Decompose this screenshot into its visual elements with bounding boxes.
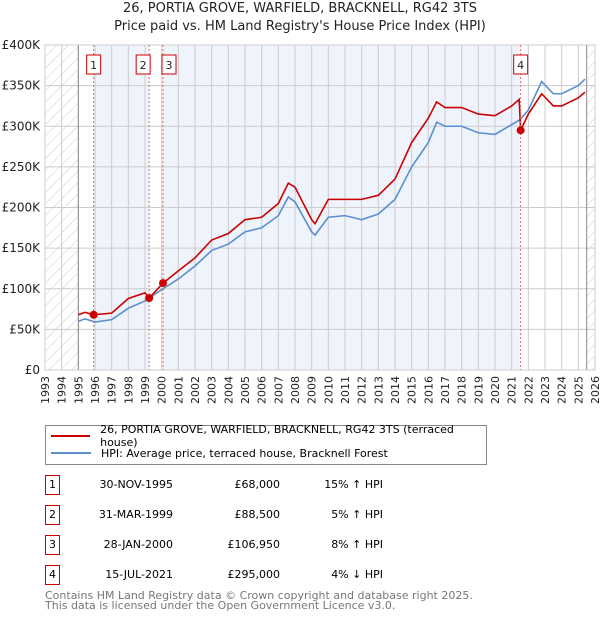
sale-label-box [135,54,151,75]
y-tick-label: £300K [2,119,42,133]
y-tick-label: £350K [2,79,42,93]
y-tick-label: £0 [25,363,40,377]
x-tick-label: 2020 [489,376,502,404]
x-tick-label: 2010 [322,376,335,404]
sale-point [89,310,98,319]
legend-item-price: 26, PORTIA GROVE, WARFIELD, BRACKNELL, R… [46,423,486,449]
sale-number: 2 [45,505,60,525]
legend-swatch-red [51,435,91,437]
sale-number: 1 [45,475,60,495]
legend-swatch-blue [51,452,91,454]
x-tick-label: 2001 [172,376,185,404]
x-tick-label: 2025 [572,376,585,404]
sale-label: 2 [140,59,147,72]
x-tick-label: 1997 [106,376,119,404]
y-tick-label: £250K [2,160,42,174]
sale-hpi-diff: 5% ↑ HPI [331,508,383,521]
x-tick-label: 2011 [339,376,352,404]
legend-item-hpi: HPI: Average price, terraced house, Brac… [46,445,388,461]
x-tick-label: 2002 [189,376,202,404]
plot-border [44,44,596,371]
x-tick-label: 2003 [206,376,219,404]
x-tick-label: 2019 [472,376,485,404]
x-tick-label: 2009 [306,376,319,404]
sale-date: 31-MAR-1999 [98,508,173,521]
sale-date: 30-NOV-1995 [99,478,173,491]
x-tick-label: 2012 [356,376,369,404]
x-tick-label: 1993 [39,376,52,404]
sale-row: 4 15-JUL-2021 £295,000 4% ↓ HPI [45,565,495,585]
x-tick-label: 2021 [506,376,519,404]
x-tick-label: 2007 [272,376,285,404]
sale-row: 3 28-JAN-2000 £106,950 8% ↑ HPI [45,535,495,555]
x-tick-label: 2022 [522,376,535,404]
x-tick-label: 2014 [389,376,402,404]
x-tick-label: 2000 [156,376,169,404]
x-tick-label: 1999 [139,376,152,404]
x-tick-label: 2026 [589,376,600,404]
price-chart: 1 2 3 4 1993 1994 1995 1996 1997 1998 1999 2000 2001… [2,38,600,404]
sale-price: £88,500 [234,508,281,521]
sale-number: 4 [45,565,60,585]
x-tick-label: 2024 [556,376,569,404]
sale-row: 1 30-NOV-1995 £68,000 15% ↑ HPI [45,475,495,495]
x-tick-label: 2006 [256,376,269,404]
sale-row: 2 31-MAR-1999 £88,500 5% ↑ HPI [45,505,495,525]
x-tick-label: 2013 [372,376,385,404]
x-tick-label: 1996 [89,376,102,404]
chart-legend: 26, PORTIA GROVE, WARFIELD, BRACKNELL, R… [45,423,487,465]
sale-label-box [513,54,529,75]
sale-price: £106,950 [227,538,281,551]
x-tick-label: 2016 [422,376,435,404]
sale-label-box [86,54,102,75]
sale-point [516,126,525,135]
sale-point [145,294,154,303]
sale-point [159,279,167,288]
sale-price: £295,000 [227,568,281,581]
sale-price: £68,000 [234,478,281,491]
sale-date: 15-JUL-2021 [105,568,173,581]
x-tick-label: 2017 [439,376,452,404]
chart-title: 26, PORTIA GROVE, WARFIELD, BRACKNELL, R… [123,1,477,16]
x-tick-label: 1995 [72,376,85,404]
footer-copyright: Contains HM Land Registry data © Crown c… [45,589,473,602]
y-tick-label: £150K [2,241,42,255]
x-tick-label: 1994 [56,376,69,404]
x-tick-label: 2015 [406,376,419,404]
x-tick-label: 2018 [456,376,469,404]
legend-label: 26, PORTIA GROVE, WARFIELD, BRACKNELL, R… [100,423,454,449]
price-line [78,91,586,316]
x-tick-label: 2023 [539,376,552,404]
y-tick-label: £400K [2,38,42,52]
footer-licence: This data is licensed under the Open Gov… [45,599,396,612]
sale-hpi-diff: 15% ↑ HPI [324,478,383,491]
x-tick-label: 1998 [122,376,135,404]
sale-hpi-diff: 4% ↓ HPI [331,568,383,581]
y-tick-label: £100K [2,282,42,296]
sale-label: 1 [90,59,97,72]
y-tick-label: £200K [2,201,42,215]
sale-label-box [161,54,177,75]
hpi-line [78,78,586,323]
x-tick-label: 2005 [239,376,252,404]
sale-label: 3 [166,59,173,72]
y-tick-label: £50K [9,322,41,336]
x-tick-label: 2008 [289,376,302,404]
sale-label: 4 [517,59,524,72]
sale-number: 3 [45,535,60,555]
legend-label: HPI: Average price, terraced house, Brac… [101,446,388,460]
chart-subtitle: Price paid vs. HM Land Registry's House … [114,19,486,34]
x-tick-label: 2004 [222,376,235,404]
sale-hpi-diff: 8% ↑ HPI [331,538,383,551]
sale-date: 28-JAN-2000 [103,538,173,551]
